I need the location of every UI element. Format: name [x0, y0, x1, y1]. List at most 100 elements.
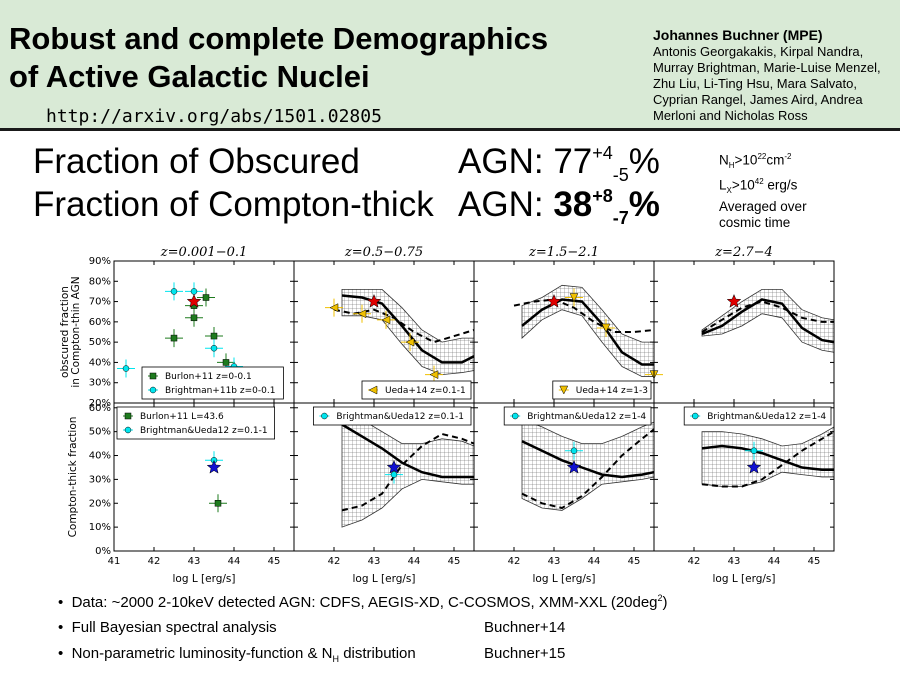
x-tick-label: 44: [408, 556, 421, 567]
x-axis-label: log L [erg/s]: [173, 573, 236, 585]
result-star-marker: [366, 293, 382, 308]
x-tick-label: 45: [808, 556, 821, 567]
data-point: [210, 344, 218, 352]
result-star-marker: [186, 293, 202, 308]
author-list: Johannes Buchner (MPE) Antonis Georgakak…: [653, 27, 893, 124]
title-line-2: of Active Galactic Nuclei: [9, 59, 370, 94]
median-model-line: [701, 444, 834, 472]
result-star-marker: [206, 459, 222, 474]
median-model-line: [701, 298, 835, 344]
ct-agn-word: AGN:: [458, 185, 544, 224]
y-tick-label: 0%: [95, 546, 111, 557]
x-tick-label: 44: [588, 556, 601, 567]
panel-title: z=0.001−0.1: [160, 245, 248, 260]
legend-box: [503, 406, 652, 426]
data-point: [210, 332, 218, 340]
panel-5: 0% 10% 20% 30% 40% 50% 60% 41 42 43 44 45 log L [erg…: [67, 402, 295, 585]
obscured-agn-word: AGN:: [458, 142, 544, 181]
x-tick-label: 43: [728, 556, 741, 567]
data-point: [429, 370, 439, 380]
ct-percent: %: [628, 185, 660, 224]
result-star-marker: [386, 459, 402, 474]
x-tick-label: 43: [368, 556, 381, 567]
obscured-value: 77: [553, 142, 593, 181]
result-star-marker: [746, 459, 762, 474]
panel-4: z=2.7−4: [653, 245, 835, 404]
legend-label: Brightman&Ueda12 z=1-4: [707, 412, 826, 422]
x-tick-label: 44: [228, 556, 241, 567]
y-axis-label: in Compton-thin AGN: [70, 276, 82, 387]
panel-1: 20% 30% 40% 50% 60% 70% 80% 90% z=0.001−0.1 obscu…: [59, 245, 295, 409]
x-axis-label: log L [erg/s]: [533, 573, 596, 585]
data-point: [170, 288, 178, 295]
legend-marker: [559, 385, 569, 395]
result-star-marker: [726, 293, 742, 308]
x-tick-label: 45: [448, 556, 461, 567]
fraction-figure: 20% 30% 40% 50% 60% 70% 80% 90% z=0.001−0.1 obscu…: [59, 245, 835, 585]
legend-box: [312, 406, 472, 426]
x-tick-label: 41: [108, 556, 121, 567]
y-tick-label: 60%: [89, 317, 111, 328]
legend-box: [141, 366, 284, 400]
data-point: [170, 334, 178, 342]
legend-marker: [124, 412, 132, 420]
x-axis-label: log L [erg/s]: [353, 573, 416, 585]
data-point: [329, 303, 339, 313]
median-model-line: [521, 298, 654, 366]
data-point: [190, 288, 198, 295]
median-model-line: [521, 440, 655, 479]
ct-plus-err: +8: [592, 186, 613, 206]
x-tick-label: 42: [688, 556, 701, 567]
data-point: [405, 337, 415, 347]
bullet-spectral: • Full Bayesian spectral analysis: [58, 619, 277, 636]
obscured-minus-err: -5: [612, 165, 629, 185]
legend-marker: [149, 386, 157, 394]
legend-label: Brightman+11b z=0-0.1: [165, 386, 275, 396]
ct-minus-err: -7: [612, 208, 629, 228]
data-point: [122, 365, 130, 372]
panel-8: 42 43 44 45 log L [erg/s] Brightman&Ueda12 z=…: [653, 402, 835, 585]
dashed-model-line: [341, 432, 475, 512]
y-tick-label: 20%: [89, 398, 111, 409]
arxiv-link[interactable]: http://arxiv.org/abs/1501.02805: [46, 106, 382, 127]
data-point: [202, 294, 210, 301]
bullet-data: • Data: ~2000 2-10keV detected AGN: CDFS…: [58, 593, 668, 611]
x-tick-label: 42: [328, 556, 341, 567]
legend-box: [552, 380, 652, 400]
obscured-plus-err: +4: [592, 143, 613, 163]
panel-title: z=2.7−4: [714, 245, 773, 260]
median-model-line: [341, 294, 475, 364]
y-tick-label: 20%: [89, 498, 111, 509]
data-point: [601, 323, 611, 333]
legend-label: Ueda+14 z=0.1-1: [385, 386, 466, 396]
legend-label: Burlon+11 L=43.6: [140, 412, 224, 422]
x-tick-label: 44: [768, 556, 781, 567]
citation-buchner14: Buchner+14: [484, 619, 566, 636]
data-point: [381, 315, 391, 325]
data-point: [357, 309, 367, 319]
uncertainty-band: [701, 426, 835, 487]
legend-marker: [124, 426, 132, 434]
legend-box: [116, 406, 276, 440]
uncertainty-band: [341, 411, 475, 528]
y-tick-label: 40%: [89, 451, 111, 462]
obscured-fraction-value: AGN: 77+4-5%: [458, 142, 660, 186]
data-point: [190, 314, 198, 322]
result-star-marker: [566, 459, 582, 474]
uncertainty-band: [521, 419, 655, 511]
x-tick-label: 42: [148, 556, 161, 567]
compton-thick-fraction-value: AGN: 38+8-7%: [458, 185, 660, 229]
data-point: [750, 447, 758, 454]
obscured-percent: %: [628, 142, 660, 181]
y-tick-label: 30%: [89, 474, 111, 485]
panel-3: z=1.5−2.1 Ueda+14 z=1-3: [473, 245, 663, 404]
y-tick-label: 40%: [89, 357, 111, 368]
main-author: Johannes Buchner (MPE): [653, 27, 823, 43]
x-axis-label: log L [erg/s]: [713, 573, 776, 585]
dashed-model-line: [333, 308, 475, 344]
y-tick-label: 10%: [89, 522, 111, 533]
panel-6: 42 43 44 45 log L [erg/s] Brightman&Ueda12 z=…: [293, 402, 475, 585]
panel-frame: [653, 402, 835, 552]
obscured-fraction-label: Fraction of Obscured: [33, 142, 360, 181]
averaged-note: Averaged over cosmic time: [719, 199, 807, 230]
